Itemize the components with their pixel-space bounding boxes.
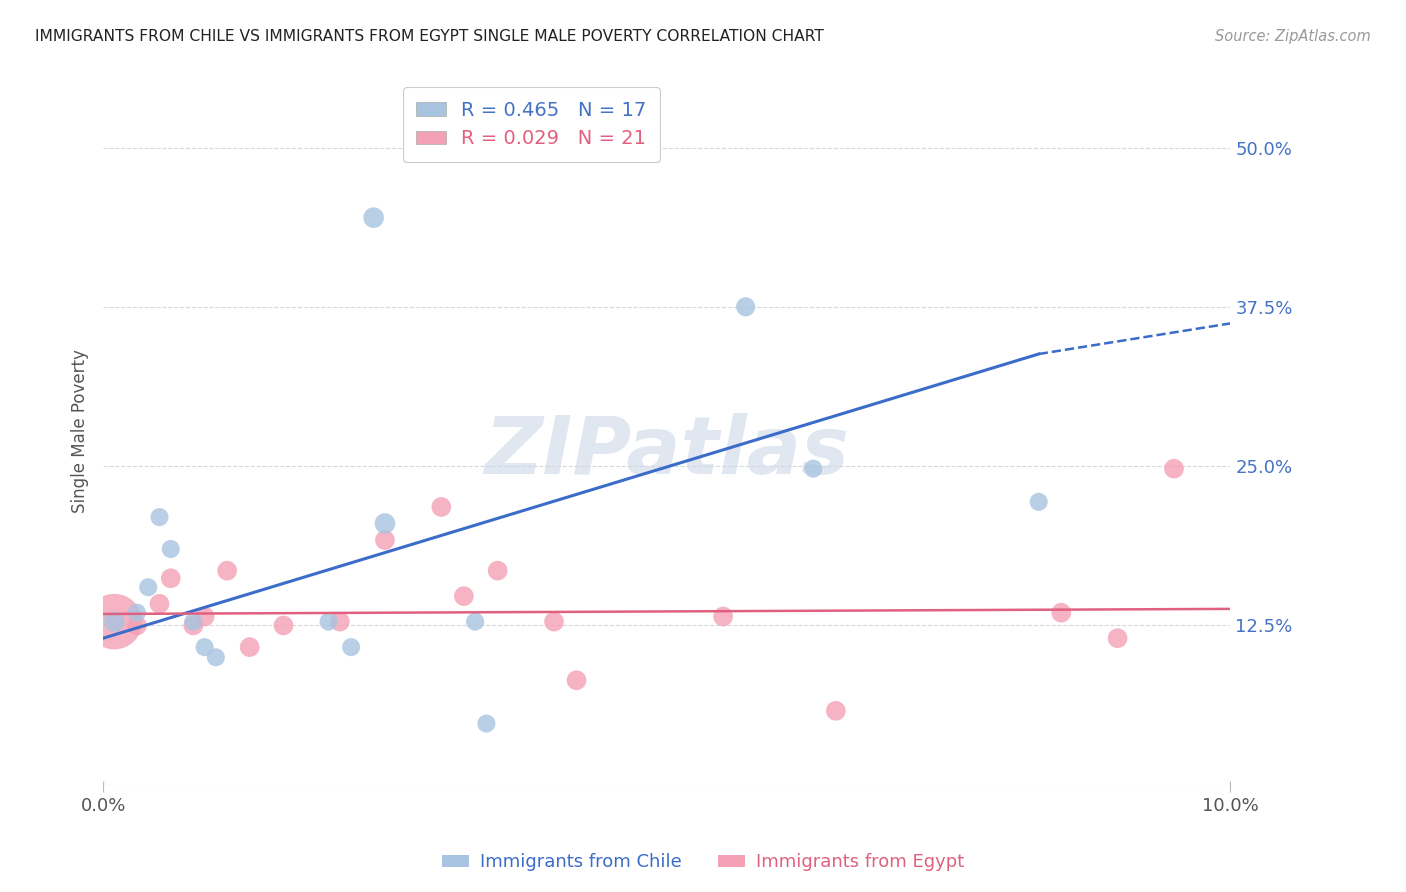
Point	[205, 650, 228, 665]
Point	[1050, 606, 1073, 620]
Point	[363, 211, 385, 225]
Y-axis label: Single Male Poverty: Single Male Poverty	[72, 349, 89, 513]
Point	[159, 541, 181, 556]
Point	[453, 589, 475, 603]
Point	[824, 704, 846, 718]
Text: IMMIGRANTS FROM CHILE VS IMMIGRANTS FROM EGYPT SINGLE MALE POVERTY CORRELATION C: IMMIGRANTS FROM CHILE VS IMMIGRANTS FROM…	[35, 29, 824, 44]
Point	[194, 609, 217, 624]
Point	[565, 673, 588, 688]
Point	[430, 500, 453, 514]
Point	[125, 618, 148, 632]
Point	[181, 615, 204, 629]
Point	[148, 510, 170, 524]
Point	[273, 618, 295, 632]
Point	[475, 716, 498, 731]
Text: ZIPatlas: ZIPatlas	[484, 413, 849, 491]
Point	[1163, 461, 1185, 475]
Point	[801, 461, 824, 475]
Point	[217, 564, 239, 578]
Point	[464, 615, 486, 629]
Point	[734, 300, 756, 314]
Text: Source: ZipAtlas.com: Source: ZipAtlas.com	[1215, 29, 1371, 44]
Point	[711, 609, 734, 624]
Point	[103, 615, 125, 629]
Point	[543, 615, 565, 629]
Point	[340, 640, 363, 654]
Point	[103, 615, 125, 629]
Point	[194, 640, 217, 654]
Point	[374, 516, 396, 531]
Point	[159, 571, 181, 585]
Point	[374, 533, 396, 547]
Point	[125, 606, 148, 620]
Point	[181, 618, 204, 632]
Legend: Immigrants from Chile, Immigrants from Egypt: Immigrants from Chile, Immigrants from E…	[434, 847, 972, 879]
Point	[329, 615, 352, 629]
Point	[318, 615, 340, 629]
Point	[486, 564, 509, 578]
Legend: R = 0.465   N = 17, R = 0.029   N = 21: R = 0.465 N = 17, R = 0.029 N = 21	[404, 87, 659, 162]
Point	[1107, 631, 1129, 645]
Point	[239, 640, 262, 654]
Point	[136, 580, 159, 594]
Point	[1028, 495, 1050, 509]
Point	[148, 597, 170, 611]
